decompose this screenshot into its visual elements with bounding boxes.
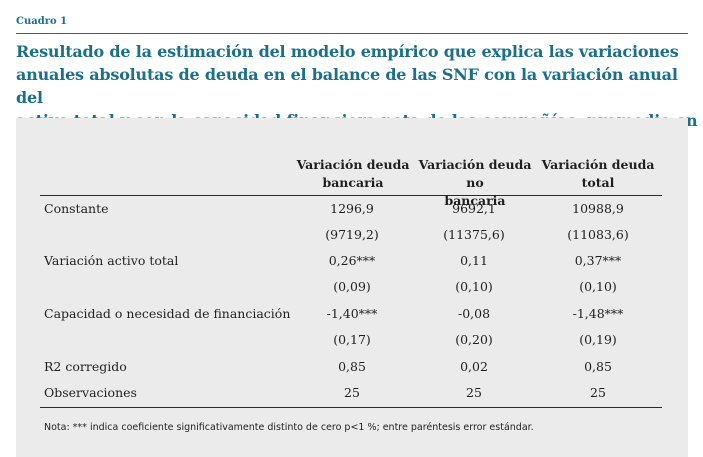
table-cell: -1,48*** <box>572 306 624 321</box>
column-header-3-line-2: total <box>581 175 615 190</box>
table-cell-se: (11083,6) <box>567 227 629 242</box>
table-cell: 0,85 <box>338 359 366 374</box>
table-cell: 1296,9 <box>330 201 374 216</box>
table-cell-se: (11375,6) <box>443 227 505 242</box>
header-rule <box>16 33 688 34</box>
table-note: Nota: *** indica coeficiente significati… <box>44 422 534 433</box>
table-cell-se: (9719,2) <box>325 227 379 242</box>
row-label-r2: R2 corregido <box>44 359 127 374</box>
table-cell: 0,11 <box>460 253 488 268</box>
column-header-1-line-2: bancaria <box>322 175 384 190</box>
table-cell: 25 <box>344 385 360 400</box>
row-label-constante: Constante <box>44 201 109 216</box>
row-label-variacion-activo: Variación activo total <box>44 253 179 268</box>
table-cell-se: (0,19) <box>579 332 617 347</box>
title-line-1: Resultado de la estimación del modelo em… <box>16 42 679 61</box>
table-cell: 0,02 <box>460 359 488 374</box>
column-header-3: Variación deuda total <box>538 156 658 192</box>
table-cell: 25 <box>590 385 606 400</box>
column-header-3-line-1: Variación deuda <box>541 157 655 172</box>
table-cell-se: (0,20) <box>455 332 493 347</box>
column-header-1: Variación deuda bancaria <box>292 156 414 192</box>
table-cell: 25 <box>466 385 482 400</box>
table-cell-se: (0,10) <box>579 279 617 294</box>
table-cell: 10988,9 <box>572 201 624 216</box>
row-label-capacidad: Capacidad o necesidad de financiación <box>44 306 291 321</box>
table-cell: 9692,1 <box>452 201 496 216</box>
table-cell: 0,26*** <box>328 253 376 268</box>
table-cell-se: (0,17) <box>333 332 371 347</box>
table-panel: Variación deuda bancaria Variación deuda… <box>16 118 688 457</box>
table-bottom-rule <box>40 407 662 408</box>
table-cell: -0,08 <box>457 306 491 321</box>
column-header-1-line-1: Variación deuda <box>296 157 410 172</box>
column-header-2: Variación deuda no bancaria <box>412 156 538 210</box>
table-cell-se: (0,09) <box>333 279 371 294</box>
table-cell: 0,85 <box>584 359 612 374</box>
figure-label: Cuadro 1 <box>16 16 68 27</box>
column-header-2-line-1: Variación deuda no <box>418 157 532 190</box>
table-cell-se: (0,10) <box>455 279 493 294</box>
table-cell: 0,37*** <box>574 253 622 268</box>
row-label-observaciones: Observaciones <box>44 385 137 400</box>
table-cell: -1,40*** <box>326 306 378 321</box>
column-header-2-line-2: bancaria <box>444 193 506 208</box>
title-line-2: anuales absolutas de deuda en el balance… <box>16 65 678 107</box>
table-header-rule <box>40 195 662 196</box>
